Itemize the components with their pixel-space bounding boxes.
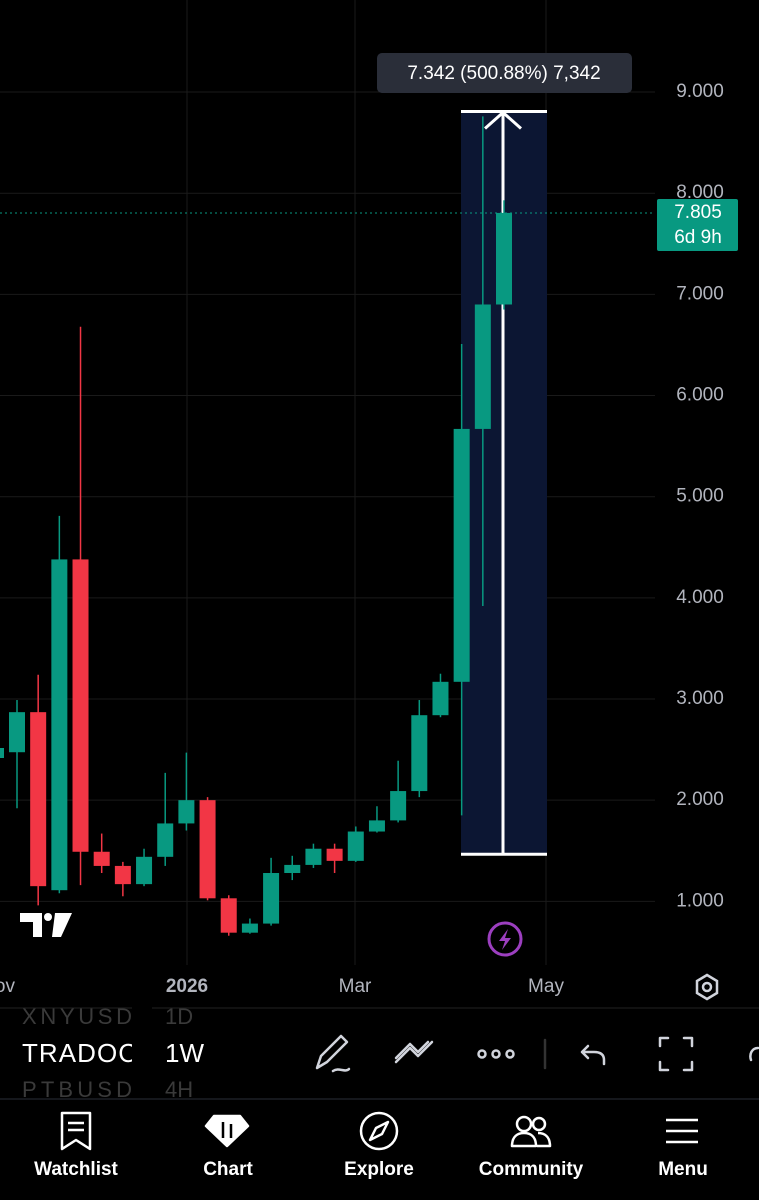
partial-icon	[749, 1046, 759, 1062]
ticker-interval[interactable]: 1D	[165, 1004, 193, 1029]
undo-icon[interactable]	[580, 1044, 606, 1066]
candle-partial	[0, 748, 4, 758]
candle-body	[30, 712, 47, 887]
candle-body	[9, 712, 25, 753]
toolbar	[315, 1034, 759, 1073]
y-tick-label: 6.000	[676, 385, 724, 406]
settings-icon[interactable]	[695, 973, 719, 1001]
y-tick-label: 3.000	[676, 688, 724, 709]
candle-body	[496, 212, 512, 305]
candle-body	[220, 898, 237, 933]
nav-label[interactable]: Community	[479, 1159, 584, 1180]
candle-body	[263, 873, 280, 924]
tradingview-logo	[20, 913, 72, 937]
x-tick-label: Mar	[339, 976, 372, 997]
candles	[0, 116, 512, 936]
candle-body	[474, 304, 491, 429]
measure-label-box	[377, 53, 632, 93]
candle-body	[178, 800, 195, 824]
alert-icon[interactable]	[487, 921, 523, 957]
chart-icon[interactable]	[204, 1114, 250, 1148]
x-tick-label: May	[528, 976, 564, 997]
chart-icon-inner	[221, 1122, 233, 1138]
community-icon[interactable]	[510, 1115, 552, 1148]
trend-icon[interactable]	[394, 1040, 434, 1064]
nav-label[interactable]: Menu	[658, 1159, 708, 1180]
y-tick-label: 7.000	[676, 283, 724, 304]
candle-body	[51, 559, 68, 891]
candle-body	[368, 820, 385, 832]
watchlist-icon[interactable]	[60, 1111, 92, 1151]
y-tick-label: 2.000	[676, 789, 724, 810]
candle-body	[453, 428, 470, 682]
countdown-label: 6d 9h	[674, 227, 722, 248]
candle-body	[93, 851, 110, 866]
candle-body	[284, 864, 301, 874]
menu-icon[interactable]	[666, 1118, 698, 1144]
y-tick-label: 5.000	[676, 486, 724, 507]
candle-body	[114, 865, 131, 885]
ticker-symbol[interactable]: TRADOC	[22, 1038, 137, 1068]
measure-arrow-head	[484, 110, 522, 130]
fullscreen-icon[interactable]	[658, 1036, 694, 1072]
overlay: 7.805 6d 9h 7.342 (500.88%) 7,342	[0, 53, 738, 251]
candle-body	[136, 856, 153, 885]
explore-icon[interactable]	[359, 1111, 399, 1151]
draw-icon[interactable]	[315, 1034, 351, 1073]
nav-label[interactable]: Explore	[344, 1159, 414, 1180]
ticker-interval[interactable]: 1W	[165, 1038, 204, 1068]
ticker-fade	[132, 1005, 152, 1105]
nav-label[interactable]: Watchlist	[34, 1159, 118, 1180]
measure-label: 7.342 (500.88%) 7,342	[407, 63, 600, 84]
candle-body	[241, 923, 258, 933]
ticker-interval[interactable]: 4H	[165, 1077, 193, 1102]
y-tick-label: 8.000	[676, 182, 724, 203]
y-tick-label: 9.000	[676, 81, 724, 102]
candle-body	[326, 848, 343, 861]
x-tick-label: 2026	[166, 976, 208, 997]
y-tick-label: 4.000	[676, 587, 724, 608]
x-tick-label: ov	[0, 976, 15, 997]
nav-bar: Watchlist Chart Explore Community Menu	[34, 1159, 708, 1180]
candle-body	[411, 715, 428, 792]
last-price-label: 7.805	[674, 202, 722, 223]
nav-label[interactable]: Chart	[203, 1159, 253, 1180]
candle-body	[432, 681, 449, 716]
grid: 1.000 2.000 3.000 4.000 5.000 6.000 7.000 8.000…	[0, 0, 724, 997]
more-icon[interactable]	[477, 1049, 515, 1059]
last-price-badge	[657, 198, 738, 251]
candle-body	[305, 848, 322, 865]
candle-body	[72, 559, 89, 852]
candle-body	[157, 823, 174, 857]
candle-body	[390, 791, 407, 821]
candle-body	[347, 831, 364, 861]
y-tick-label: 1.000	[676, 890, 724, 911]
nav-icons	[60, 1111, 698, 1151]
candle-body	[199, 800, 216, 899]
